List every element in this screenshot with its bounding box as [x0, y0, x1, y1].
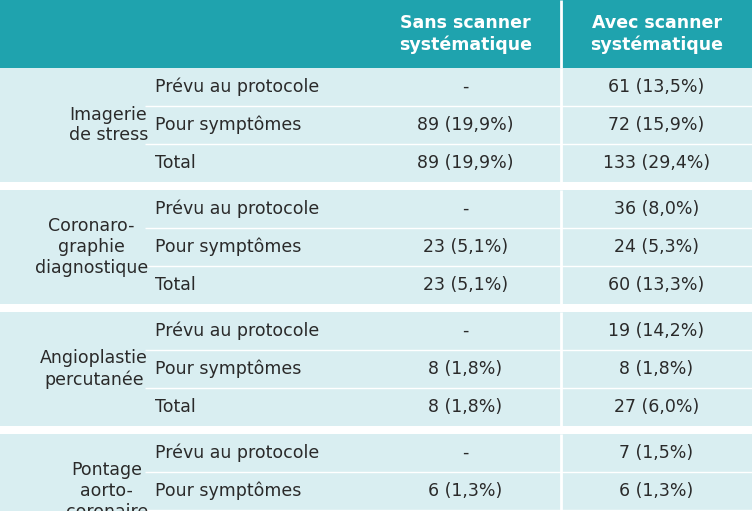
- Text: 6 (1,3%): 6 (1,3%): [620, 482, 693, 500]
- Text: 133 (29,4%): 133 (29,4%): [603, 154, 710, 172]
- Text: 8 (1,8%): 8 (1,8%): [429, 398, 502, 416]
- Text: 89 (19,9%): 89 (19,9%): [417, 154, 514, 172]
- Text: Total: Total: [155, 154, 196, 172]
- Text: 61 (13,5%): 61 (13,5%): [608, 78, 705, 96]
- Text: 36 (8,0%): 36 (8,0%): [614, 200, 699, 218]
- Text: -: -: [462, 322, 468, 340]
- Bar: [0, 0, 752, 68]
- Text: 23 (5,1%): 23 (5,1%): [423, 276, 508, 294]
- Text: -: -: [462, 78, 468, 96]
- Text: Angioplastie
percutanée: Angioplastie percutanée: [40, 350, 148, 389]
- Bar: [0, 304, 752, 312]
- Bar: [0, 312, 752, 426]
- Text: Pour symptômes: Pour symptômes: [155, 360, 302, 378]
- Text: Pontage
aorto-
coronaire: Pontage aorto- coronaire: [65, 461, 148, 511]
- Text: Avec scanner
systématique: Avec scanner systématique: [590, 14, 723, 54]
- Text: Prévu au protocole: Prévu au protocole: [155, 444, 320, 462]
- Bar: [0, 68, 752, 182]
- Text: 8 (1,8%): 8 (1,8%): [429, 360, 502, 378]
- Text: 89 (19,9%): 89 (19,9%): [417, 116, 514, 134]
- Text: 6 (1,3%): 6 (1,3%): [429, 482, 502, 500]
- Text: Pour symptômes: Pour symptômes: [155, 238, 302, 256]
- Bar: [0, 434, 752, 511]
- Text: 60 (13,3%): 60 (13,3%): [608, 276, 705, 294]
- Text: 19 (14,2%): 19 (14,2%): [608, 322, 705, 340]
- Text: Total: Total: [155, 276, 196, 294]
- Text: 24 (5,3%): 24 (5,3%): [614, 238, 699, 256]
- Text: 7 (1,5%): 7 (1,5%): [620, 444, 693, 462]
- Text: -: -: [462, 200, 468, 218]
- Text: Total: Total: [155, 398, 196, 416]
- Text: Imagerie
de stress: Imagerie de stress: [68, 106, 148, 145]
- Text: 27 (6,0%): 27 (6,0%): [614, 398, 699, 416]
- Text: 23 (5,1%): 23 (5,1%): [423, 238, 508, 256]
- Text: Coronaro-
graphie
diagnostique: Coronaro- graphie diagnostique: [35, 217, 148, 277]
- Text: Pour symptômes: Pour symptômes: [155, 116, 302, 134]
- Text: 72 (15,9%): 72 (15,9%): [608, 116, 705, 134]
- Text: Pour symptômes: Pour symptômes: [155, 482, 302, 500]
- Bar: [0, 190, 752, 304]
- Bar: [0, 426, 752, 434]
- Text: -: -: [462, 444, 468, 462]
- Text: Prévu au protocole: Prévu au protocole: [155, 322, 320, 340]
- Text: Sans scanner
systématique: Sans scanner systématique: [399, 14, 532, 54]
- Text: 8 (1,8%): 8 (1,8%): [620, 360, 693, 378]
- Text: Prévu au protocole: Prévu au protocole: [155, 78, 320, 96]
- Text: Prévu au protocole: Prévu au protocole: [155, 200, 320, 218]
- Bar: [0, 182, 752, 190]
